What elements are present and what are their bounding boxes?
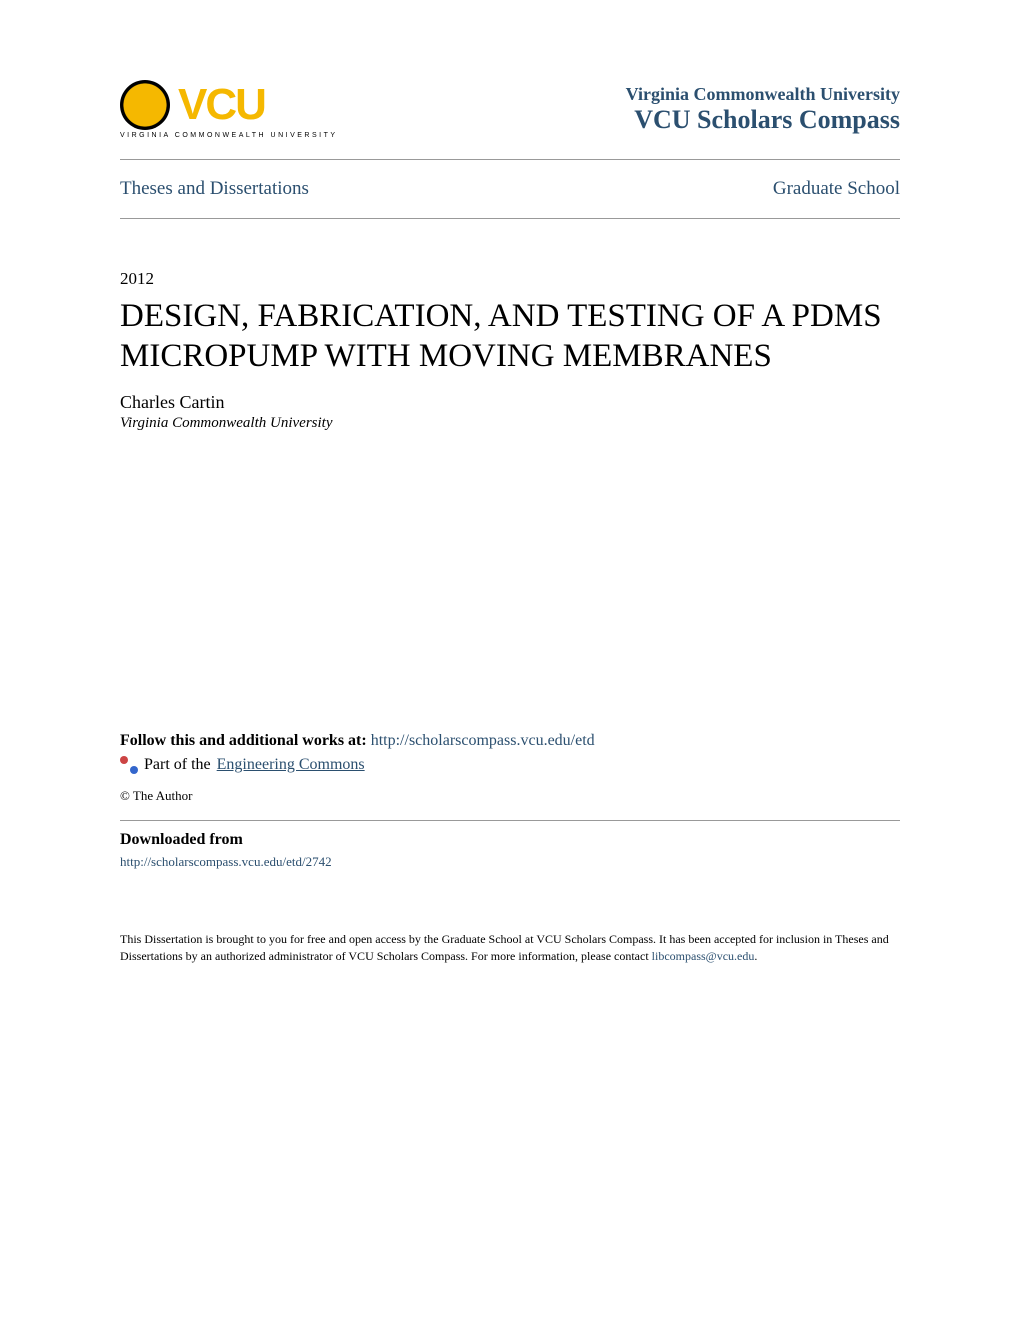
- theses-link[interactable]: Theses and Dissertations: [120, 178, 309, 200]
- follow-line: Follow this and additional works at: htt…: [120, 732, 900, 750]
- divider-bottom: [120, 218, 900, 219]
- network-icon: [120, 756, 138, 774]
- logo-subtitle: VIRGINIA COMMONWEALTH UNIVERSITY: [120, 132, 338, 139]
- disclaimer-part1: This Dissertation is brought to you for …: [120, 932, 889, 963]
- disclaimer-text: This Dissertation is brought to you for …: [120, 931, 900, 965]
- copyright-text: © The Author: [120, 788, 900, 804]
- follow-label: Follow this and additional works at:: [120, 732, 371, 749]
- contact-email-link[interactable]: libcompass@vcu.edu: [652, 949, 755, 963]
- divider-top: [120, 159, 900, 160]
- author-name: Charles Cartin: [120, 392, 900, 413]
- engineering-commons-link[interactable]: Engineering Commons: [217, 756, 365, 774]
- part-of-line: Part of the Engineering Commons: [120, 756, 900, 774]
- divider-download: [120, 820, 900, 821]
- logo-row: VCU: [120, 80, 265, 130]
- repository-name: VCU Scholars Compass: [626, 105, 900, 135]
- university-name: Virginia Commonwealth University: [626, 84, 900, 105]
- publication-year: 2012: [120, 269, 900, 289]
- download-url-link[interactable]: http://scholarscompass.vcu.edu/etd/2742: [120, 854, 332, 869]
- author-affiliation: Virginia Commonwealth University: [120, 415, 900, 432]
- part-of-prefix: Part of the: [144, 756, 211, 774]
- disclaimer-part2: .: [754, 949, 757, 963]
- nav-row: Theses and Dissertations Graduate School: [120, 170, 900, 208]
- vcu-seal-icon: [120, 80, 170, 130]
- header-right: Virginia Commonwealth University VCU Sch…: [626, 84, 900, 135]
- document-title: DESIGN, FABRICATION, AND TESTING OF A PD…: [120, 297, 900, 376]
- logo-text: VCU: [178, 80, 265, 130]
- logo-block: VCU VIRGINIA COMMONWEALTH UNIVERSITY: [120, 80, 338, 139]
- graduate-school-link[interactable]: Graduate School: [773, 178, 900, 200]
- vertical-spacer: [120, 432, 900, 732]
- downloaded-heading: Downloaded from: [120, 831, 900, 849]
- follow-link[interactable]: http://scholarscompass.vcu.edu/etd: [371, 732, 595, 749]
- header-section: VCU VIRGINIA COMMONWEALTH UNIVERSITY Vir…: [120, 80, 900, 139]
